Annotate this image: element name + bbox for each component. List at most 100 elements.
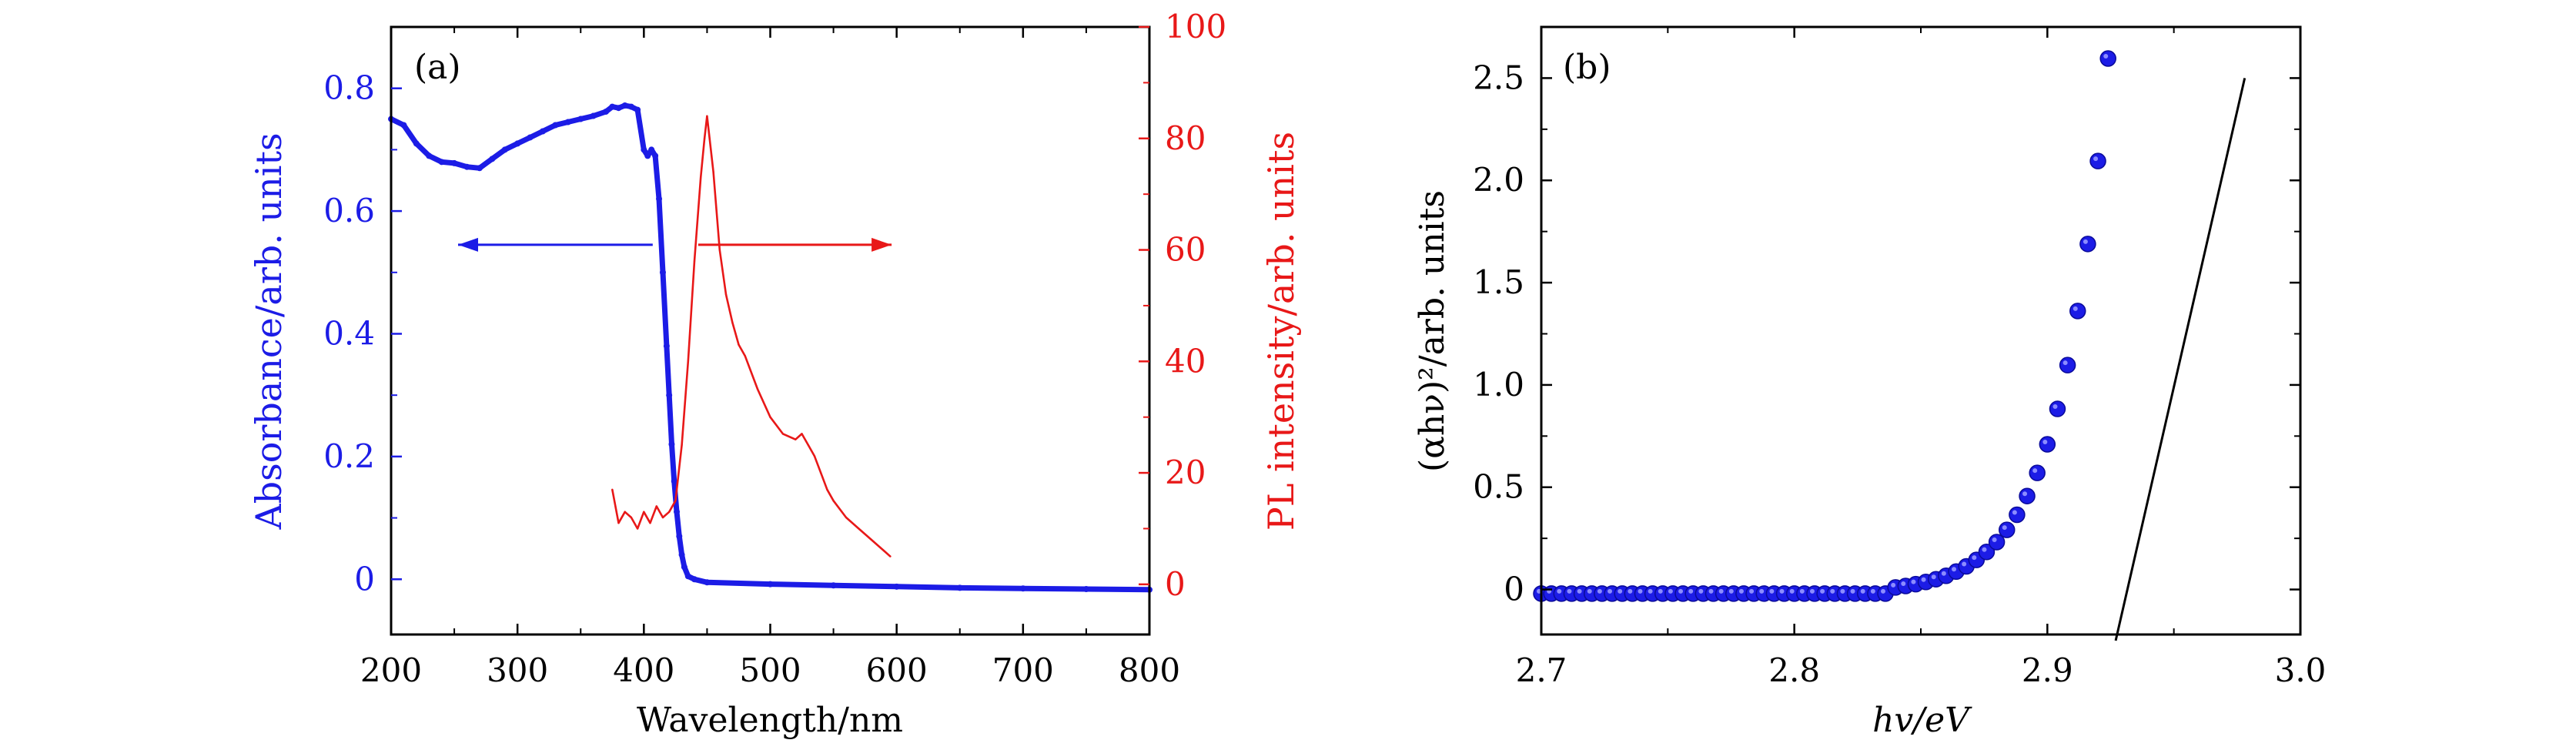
- data-point-highlight: [1972, 555, 1977, 561]
- y-tick-label-right: 100: [1165, 8, 1226, 45]
- absorbance-point: [463, 163, 470, 170]
- data-point-highlight: [2083, 239, 2088, 244]
- absorbance-point: [577, 116, 584, 122]
- panel-b: 2.7 2.8 2.9 3.0 00.51.01.52.02.5 (b) hv/eV …: [1413, 25, 2326, 740]
- absorbance-point: [656, 196, 663, 203]
- data-point-highlight: [2103, 53, 2109, 59]
- y-tick-label-right: 60: [1165, 231, 1206, 269]
- absorbance-point: [451, 159, 458, 166]
- absorbance-series: [388, 102, 1153, 593]
- absorbance-line: [390, 102, 1150, 593]
- data-point-highlight: [1658, 588, 1663, 594]
- absorbance-point: [893, 583, 900, 590]
- pl-point: [738, 343, 740, 346]
- absorbance-point: [676, 533, 683, 540]
- absorbance-point: [641, 146, 647, 153]
- data-point-highlight: [1557, 588, 1562, 594]
- arrow-head: [458, 237, 479, 252]
- data-point-highlight: [1850, 588, 1855, 594]
- y-tick-label: 1.5: [1473, 263, 1524, 301]
- data-point-highlight: [1688, 588, 1694, 594]
- data-point-highlight: [1891, 582, 1896, 588]
- absorbance-point: [438, 159, 445, 166]
- data-point-highlight: [1567, 588, 1572, 594]
- y-tick-label-right: 20: [1165, 454, 1206, 491]
- pl-point: [655, 505, 657, 507]
- absorbance-point: [681, 564, 687, 571]
- absorbance-point: [514, 140, 521, 147]
- y-tick-label-left: 0.8: [323, 69, 375, 107]
- y-tick-label: 0.5: [1473, 468, 1524, 506]
- pl-point: [724, 293, 728, 296]
- pl-point: [832, 500, 835, 502]
- y-tick-label-right: 0: [1165, 565, 1186, 603]
- data-point-highlight: [1931, 574, 1936, 580]
- pl-point: [769, 416, 771, 418]
- data-point-highlight: [1587, 588, 1592, 594]
- absorbance-point: [652, 152, 659, 159]
- pl-point: [795, 438, 797, 440]
- pl-point: [756, 388, 759, 390]
- absorbance-point: [830, 582, 837, 589]
- data-point-highlight: [1607, 588, 1613, 594]
- pl-point: [649, 522, 651, 524]
- data-point-highlight: [2032, 468, 2038, 474]
- data-point-highlight: [1618, 588, 1623, 594]
- pl-point: [674, 500, 677, 502]
- fit-line-segment: [2114, 78, 2246, 641]
- absorbance-point: [590, 112, 597, 119]
- data-point-highlight: [1577, 588, 1582, 594]
- pl-point: [636, 527, 639, 530]
- pl-point: [687, 360, 689, 363]
- absorbance-point: [674, 508, 681, 515]
- data-point-highlight: [1962, 561, 1967, 567]
- pl-point: [819, 471, 822, 474]
- absorbance-point: [648, 146, 655, 153]
- panel-b-ylabel: (αhν)²/arb. units: [1413, 190, 1452, 472]
- x-tick-label: 700: [992, 651, 1054, 689]
- panel-a-arrows: [458, 237, 892, 252]
- panel-a-xlabel: Wavelength/nm: [637, 701, 903, 740]
- absorbance-point: [666, 392, 673, 399]
- y-tick-label: 1.0: [1473, 366, 1524, 403]
- y-tick-label-left: 0.6: [323, 192, 375, 229]
- data-point: [2099, 50, 2116, 67]
- absorbance-point: [659, 269, 666, 276]
- data-point-highlight: [2093, 156, 2099, 162]
- data-point-highlight: [2052, 404, 2058, 410]
- data-point: [2009, 506, 2026, 524]
- data-point-highlight: [1830, 588, 1835, 594]
- data-point-highlight: [1708, 588, 1714, 594]
- data-point-highlight: [1992, 537, 1997, 542]
- pl-point: [845, 516, 848, 519]
- pl-point: [744, 354, 746, 357]
- absorbance-point: [663, 343, 670, 350]
- x-tick-label: 400: [613, 651, 674, 689]
- data-point: [2069, 303, 2086, 320]
- y-tick-label: 2.0: [1473, 161, 1524, 199]
- pl-point: [693, 259, 696, 263]
- pl-point: [813, 455, 816, 457]
- arrow-head: [871, 237, 892, 252]
- data-point-highlight: [1809, 588, 1815, 594]
- pl-point: [667, 511, 671, 513]
- data-point-highlight: [1921, 577, 1926, 582]
- absorbance-point: [956, 584, 963, 591]
- x-tick-label: 2.8: [1768, 651, 1820, 689]
- absorbance-point: [627, 103, 634, 110]
- pl-point: [731, 321, 734, 323]
- pl-point: [703, 137, 706, 139]
- data-point-highlight: [1648, 588, 1653, 594]
- data-point-highlight: [1941, 571, 1946, 576]
- data-point-highlight: [1718, 588, 1724, 594]
- data-point-highlight: [1779, 588, 1785, 594]
- data-point-highlight: [1769, 588, 1775, 594]
- data-point-highlight: [1870, 588, 1875, 594]
- panel-a-label: (a): [414, 48, 461, 87]
- data-point-highlight: [2022, 491, 2028, 497]
- pl-point: [661, 516, 664, 519]
- panel-b-xticks: 2.7 2.8 2.9 3.0: [1516, 27, 2326, 689]
- absorbance-point: [634, 106, 641, 113]
- panel-b-xlabel-text: hv/eV: [1872, 701, 1972, 740]
- data-point: [1988, 534, 2006, 551]
